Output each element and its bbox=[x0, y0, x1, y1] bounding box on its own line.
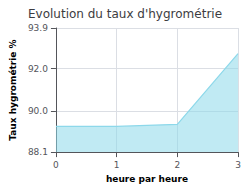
svg-text:Evolution du taux d'hygrométri: Evolution du taux d'hygrométrie bbox=[28, 7, 222, 21]
svg-text:1: 1 bbox=[114, 160, 120, 170]
svg-text:92.0: 92.0 bbox=[28, 64, 48, 74]
svg-text:heure par heure: heure par heure bbox=[106, 174, 188, 184]
svg-text:0: 0 bbox=[53, 160, 59, 170]
svg-text:2: 2 bbox=[174, 160, 180, 170]
svg-text:Taux hygrométrie %: Taux hygrométrie % bbox=[8, 39, 18, 140]
svg-text:3: 3 bbox=[235, 160, 241, 170]
svg-text:88.1: 88.1 bbox=[28, 147, 48, 157]
svg-text:93.9: 93.9 bbox=[28, 23, 48, 33]
svg-text:90.0: 90.0 bbox=[28, 106, 48, 116]
